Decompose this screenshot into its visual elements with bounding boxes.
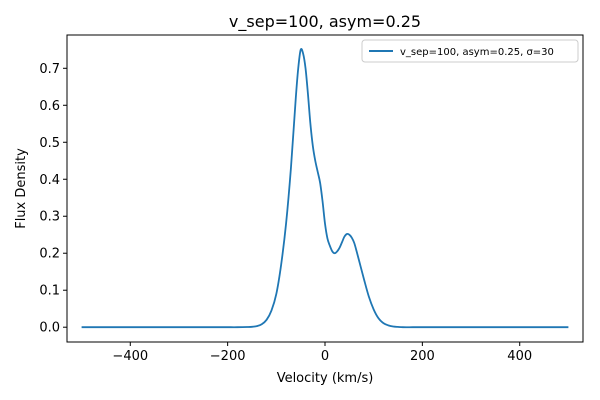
x-tick-label: 200 [410,349,435,364]
legend: v_sep=100, asym=0.25, σ=30 [361,39,579,63]
y-tick-label: 0.5 [39,136,60,151]
x-axis-label: Velocity (km/s) [277,371,374,386]
y-tick-label: 0.6 [39,99,60,114]
plot-frame [66,34,584,343]
x-tick-label: −200 [210,349,246,364]
x-axis: −400 −200 0 200 400 [112,342,532,364]
y-axis-label: Flux Density [14,148,29,229]
x-tick-label: −400 [112,349,148,364]
y-axis: 0.0 0.1 0.2 0.3 0.4 0.5 0.6 0.7 [39,62,67,336]
series-line [81,48,569,329]
plot-area [81,48,569,329]
x-tick-label: 0 [321,349,329,364]
y-tick-label: 0.1 [39,284,60,299]
y-tick-label: 0.4 [39,173,60,188]
y-tick-label: 0.0 [39,321,60,336]
legend-box [361,39,579,63]
legend-label: v_sep=100, asym=0.25, σ=30 [400,47,554,58]
y-tick-label: 0.2 [39,247,60,262]
chart-title: v_sep=100, asym=0.25 [229,12,421,32]
x-tick-label: 400 [507,349,532,364]
y-tick-label: 0.3 [39,210,60,225]
y-tick-label: 0.7 [39,62,60,77]
